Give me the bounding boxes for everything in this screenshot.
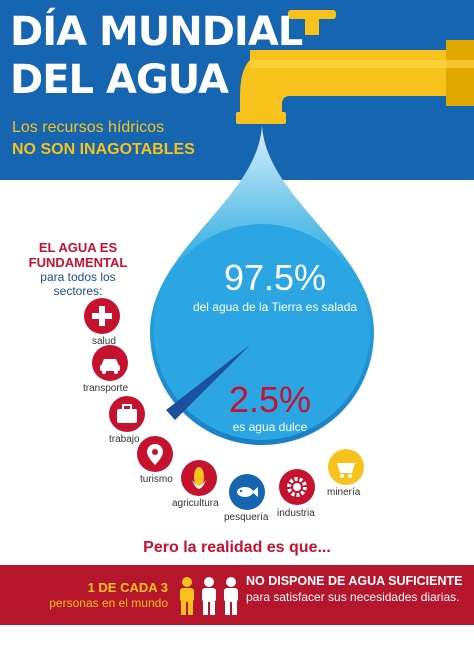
sector-label-transporte: transporte — [83, 383, 129, 394]
fresh-percent: 2.5% — [228, 379, 312, 420]
sector-label-turismo: turismo — [140, 474, 173, 485]
sector-label-mineria: minería — [327, 487, 361, 498]
gear-icon — [279, 469, 315, 505]
sectors-heading: EL AGUA ES FUNDAMENTAL para todos los se… — [14, 240, 142, 298]
person-icon-3 — [224, 577, 238, 615]
salt-text: del agua de la Tierra es salada — [192, 300, 358, 314]
map-pin-icon — [137, 436, 173, 472]
sectors-sub-line1: para todos los — [40, 270, 116, 284]
corn-icon — [181, 460, 217, 496]
page-title-line2: DEL AGUA — [10, 57, 229, 103]
faucet-icon — [236, 10, 474, 124]
salt-percent: 97.5% — [223, 257, 327, 298]
fresh-water-slice — [166, 345, 250, 420]
ratio-text: 1 DE CADA 3 — [87, 580, 168, 595]
sector-label-pesqueria: pesquería — [224, 512, 269, 523]
page-title-line1: DÍA MUNDIAL — [10, 9, 303, 55]
statement-text: NO DISPONE DE AGUA SUFICIENTE — [246, 574, 463, 588]
sector-label-trabajo: trabajo — [109, 434, 140, 445]
statement-subtext: para satisfacer sus necesidades diarias. — [246, 590, 460, 604]
ratio-subtext: personas en el mundo — [49, 596, 168, 610]
salt-water-stat: 97.5% del agua de la Tierra es salada — [150, 257, 400, 315]
sectors-heading-line2: FUNDAMENTAL — [28, 255, 128, 270]
health-cross-icon — [84, 298, 120, 334]
subtitle-bold: NO SON INAGOTABLES — [12, 141, 195, 158]
fresh-text: es agua dulce — [232, 420, 308, 434]
sector-label-salud: salud — [92, 336, 116, 347]
mine-cart-icon — [328, 449, 364, 485]
sector-label-agricultura: agricultura — [172, 498, 219, 509]
person-icon-1 — [180, 577, 194, 615]
sector-label-industria: industria — [277, 508, 315, 519]
person-icon-2 — [202, 577, 216, 615]
fish-icon — [229, 474, 265, 510]
sectors-heading-line1: EL AGUA ES — [38, 240, 118, 255]
sectors-sub-line2: sectores: — [53, 284, 103, 298]
faucet-water-drop-illustration — [150, 10, 474, 445]
subtitle: Los recursos hídricos — [12, 119, 165, 136]
car-icon — [92, 345, 128, 381]
reality-intro: Pero la realidad es que... — [143, 539, 331, 556]
briefcase-icon — [109, 396, 145, 432]
fresh-water-stat: 2.5% es agua dulce — [170, 379, 370, 435]
